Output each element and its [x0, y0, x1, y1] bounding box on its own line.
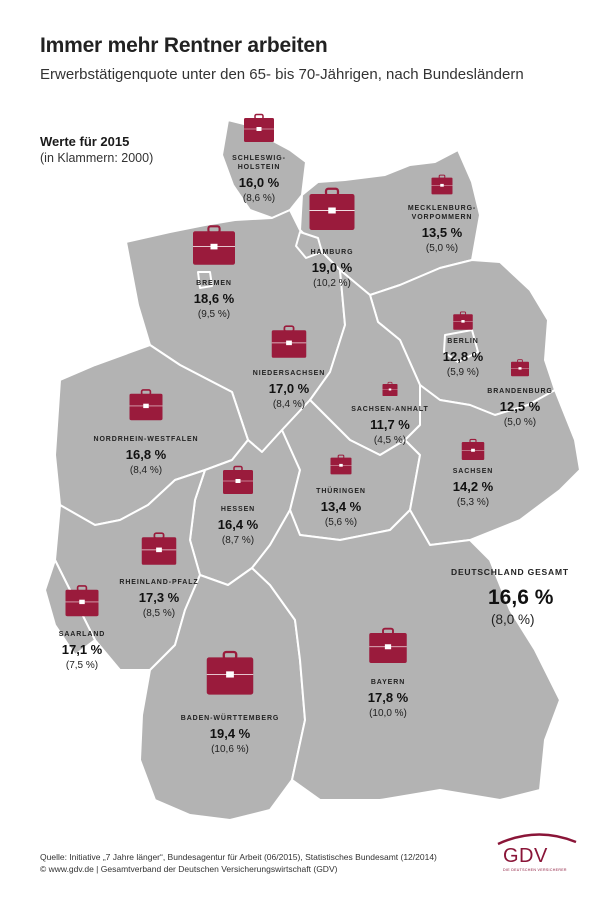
- region-berlin: [443, 329, 479, 363]
- state-name: BAYERN: [371, 679, 405, 686]
- state-value-2015: 16,0 %: [239, 175, 280, 190]
- germany-total-2000-value: (8,0 %): [491, 612, 535, 627]
- briefcase-icon: [510, 359, 530, 377]
- state-name: SACHSEN-ANHALT: [351, 406, 428, 413]
- state-value-2015: 17,8 %: [368, 690, 409, 705]
- briefcase-icon: [191, 225, 237, 266]
- state-value-2000: (8,5 %): [143, 608, 175, 619]
- state-value-2000: (5,9 %): [447, 367, 479, 378]
- state-value-2000: (4,5 %): [374, 435, 406, 446]
- state-value-2000: (10,6 %): [211, 744, 249, 755]
- state-name: VORPOMMERN: [412, 214, 473, 221]
- briefcase-icon: [452, 311, 474, 331]
- state-name: THÜRINGEN: [316, 486, 366, 495]
- state-value-2015: 18,6 %: [194, 291, 235, 306]
- state-value-2015: 17,1 %: [62, 642, 103, 657]
- state-value-2000: (8,4 %): [273, 399, 305, 410]
- state-value-2015: 19,0 %: [312, 260, 353, 275]
- state-value-2015: 16,4 %: [218, 517, 259, 532]
- gdv-logo-text: GDV: [503, 845, 548, 867]
- state-bayern: BAYERN 17,8 % (10,0 %): [368, 627, 409, 719]
- briefcase-icon: [205, 650, 255, 696]
- state-name: SCHLESWIG-: [232, 155, 286, 162]
- state-schleswig-holstein: SCHLESWIG- HOLSTEIN 16,0 % (8,6 %): [232, 113, 286, 204]
- state-hessen: HESSEN 16,4 % (8,7 %): [218, 465, 259, 546]
- state-value-2000: (5,0 %): [426, 243, 458, 254]
- state-sachsen: SACHSEN 14,2 % (5,3 %): [453, 438, 494, 508]
- state-name: NIEDERSACHSEN: [253, 370, 325, 377]
- state-rheinland-pfalz: RHEINLAND-PFALZ 17,3 % (8,5 %): [119, 532, 198, 619]
- briefcase-icon: [222, 465, 254, 495]
- state-hamburg: HAMBURG 19,0 % (10,2 %): [308, 187, 356, 289]
- page-title: Immer mehr Rentner arbeiten: [40, 34, 328, 57]
- state-value-2015: 12,8 %: [443, 349, 484, 364]
- briefcase-icon: [140, 532, 178, 566]
- state-value-2000: (9,5 %): [198, 309, 230, 320]
- state-value-2015: 13,5 %: [422, 225, 463, 240]
- state-thueringen: THÜRINGEN 13,4 % (5,6 %): [316, 454, 366, 528]
- state-value-2015: 11,7 %: [370, 417, 410, 432]
- state-name: HAMBURG: [311, 249, 354, 256]
- state-berlin: BERLIN 12,8 % (5,9 %): [443, 311, 484, 378]
- comparison-note: (in Klammern: 2000): [40, 151, 154, 165]
- state-name: BERLIN: [447, 338, 478, 345]
- source-line: Quelle: Initiative „7 Jahre länger“, Bun…: [40, 852, 437, 862]
- briefcase-icon: [382, 381, 398, 397]
- state-name: BREMEN: [196, 280, 232, 287]
- state-value-2000: (10,2 %): [313, 278, 351, 289]
- state-name: MECKLENBURG-: [408, 205, 476, 212]
- gdv-logo-subtext: DIE DEUTSCHEN VERSICHERER: [503, 868, 567, 872]
- briefcase-icon: [308, 187, 356, 232]
- state-markers: SCHLESWIG- HOLSTEIN 16,0 % (8,6 %) HAMBURG 19…: [59, 113, 553, 755]
- state-value-2000: (10,0 %): [369, 708, 407, 719]
- state-value-2015: 12,5 %: [500, 399, 541, 414]
- state-value-2015: 17,0 %: [269, 381, 310, 396]
- briefcase-icon: [64, 585, 100, 618]
- state-name: SAARLAND: [59, 631, 105, 638]
- state-sachsen-anhalt: SACHSEN-ANHALT 11,7 % (4,5 %): [351, 381, 428, 446]
- state-value-2000: (7,5 %): [66, 660, 98, 671]
- state-value-2000: (5,3 %): [457, 497, 489, 508]
- germany-total-value: 16,6 %: [488, 586, 554, 609]
- germany-total-label: DEUTSCHLAND GESAMT: [451, 567, 569, 577]
- state-value-2000: (8,7 %): [222, 535, 254, 546]
- briefcase-icon: [461, 438, 485, 461]
- state-brandenburg: BRANDENBURG 12,5 % (5,0 %): [487, 359, 553, 428]
- state-niedersachsen: NIEDERSACHSEN 17,0 % (8,4 %): [253, 325, 325, 410]
- state-name: BADEN-WÜRTTEMBERG: [181, 713, 280, 722]
- state-value-2015: 13,4 %: [321, 499, 362, 514]
- state-name: RHEINLAND-PFALZ: [119, 579, 198, 586]
- state-name: NORDRHEIN-WESTFALEN: [94, 436, 199, 443]
- gdv-logo: [497, 833, 577, 846]
- region-bremen: [197, 271, 213, 289]
- state-name: BRANDENBURG: [487, 388, 553, 395]
- state-nordrhein-westfalen: NORDRHEIN-WESTFALEN 16,8 % (8,4 %): [94, 389, 199, 476]
- briefcase-icon: [128, 389, 164, 422]
- state-bremen: BREMEN 18,6 % (9,5 %): [191, 225, 237, 320]
- state-name: HOLSTEIN: [238, 164, 281, 171]
- state-value-2015: 19,4 %: [210, 726, 251, 741]
- briefcase-icon: [329, 454, 353, 475]
- state-value-2015: 16,8 %: [126, 447, 167, 462]
- state-value-2000: (8,4 %): [130, 465, 162, 476]
- state-value-2000: (8,6 %): [243, 193, 275, 204]
- state-name: SACHSEN: [453, 468, 494, 475]
- page-subtitle: Erwerbstätigenquote unter den 65- bis 70…: [40, 66, 524, 83]
- state-value-2015: 14,2 %: [453, 479, 494, 494]
- briefcase-icon: [243, 113, 275, 143]
- state-saarland: SAARLAND 17,1 % (7,5 %): [59, 585, 105, 671]
- state-value-2000: (5,0 %): [504, 417, 536, 428]
- briefcase-icon: [270, 325, 308, 359]
- state-value-2000: (5,6 %): [325, 517, 357, 528]
- state-name: HESSEN: [221, 506, 255, 513]
- copyright-line: © www.gdv.de | Gesamtverband der Deutsch…: [40, 864, 338, 874]
- state-value-2015: 17,3 %: [139, 590, 180, 605]
- year-note: Werte für 2015: [40, 134, 130, 149]
- state-mecklenburg-vorpommern: MECKLENBURG- VORPOMMERN 13,5 % (5,0 %): [408, 174, 476, 254]
- briefcase-icon: [368, 627, 408, 664]
- region-hamburg: [295, 231, 323, 259]
- state-baden-wuerttemberg: BADEN-WÜRTTEMBERG 19,4 % (10,6 %): [181, 650, 280, 755]
- briefcase-icon: [430, 174, 454, 195]
